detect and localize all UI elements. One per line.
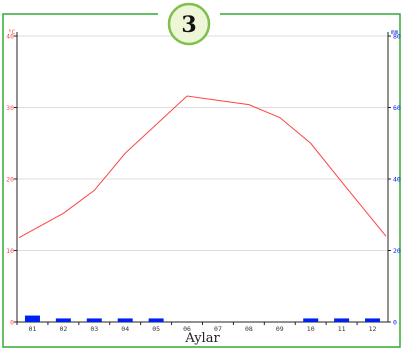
x-tick-label: 03	[90, 325, 98, 333]
precipitation-bar	[303, 318, 319, 322]
tick-labels: 0 10 20 30 40 0 20 40 60 80 01 02 03 04 05 06 07 08 09 10 11…	[6, 33, 401, 334]
right-tick-label: 40	[393, 176, 401, 184]
x-tick-label: 11	[338, 325, 346, 333]
right-tick-label: 80	[393, 33, 401, 41]
precipitation-bar	[365, 318, 381, 322]
temperature-line	[18, 95, 387, 239]
left-axis-unit: °C	[8, 29, 16, 36]
precipitation-bar	[24, 315, 40, 322]
chart-number-badge: 3	[158, 2, 220, 46]
right-tick-label: 60	[393, 104, 401, 112]
x-tick-label: 02	[59, 325, 67, 333]
left-tick-label: 30	[6, 104, 14, 112]
temperature-series	[18, 95, 387, 239]
grid	[17, 35, 388, 251]
x-tick-label: 05	[152, 325, 160, 333]
precipitation-bar	[334, 318, 350, 322]
precipitation-bars	[24, 315, 381, 322]
right-tick-label: 0	[393, 319, 397, 327]
left-tick-label: 40	[6, 33, 14, 41]
badge-number: 3	[181, 12, 196, 38]
precipitation-bar	[86, 318, 102, 322]
left-tick-label: 10	[6, 247, 14, 255]
precipitation-bar	[117, 318, 133, 322]
x-tick-label: 04	[121, 325, 129, 333]
x-tick-label: 12	[369, 325, 377, 333]
axes: °C mm	[8, 29, 399, 323]
x-tick-label: 07	[214, 325, 222, 333]
right-tick-label: 20	[393, 247, 401, 255]
x-tick-label: 01	[29, 325, 37, 333]
x-tick-label: 10	[307, 325, 315, 333]
right-axis-unit: mm	[391, 29, 399, 36]
x-tick-label: 06	[183, 325, 191, 333]
left-tick-label: 20	[6, 176, 14, 184]
x-axis-label: Aylar	[184, 331, 220, 346]
badge-circle	[167, 2, 211, 46]
precipitation-bar	[148, 318, 164, 322]
precipitation-bar	[55, 318, 71, 322]
x-tick-label: 09	[276, 325, 284, 333]
x-tick-label: 08	[245, 325, 253, 333]
left-tick-label: 0	[10, 319, 14, 327]
